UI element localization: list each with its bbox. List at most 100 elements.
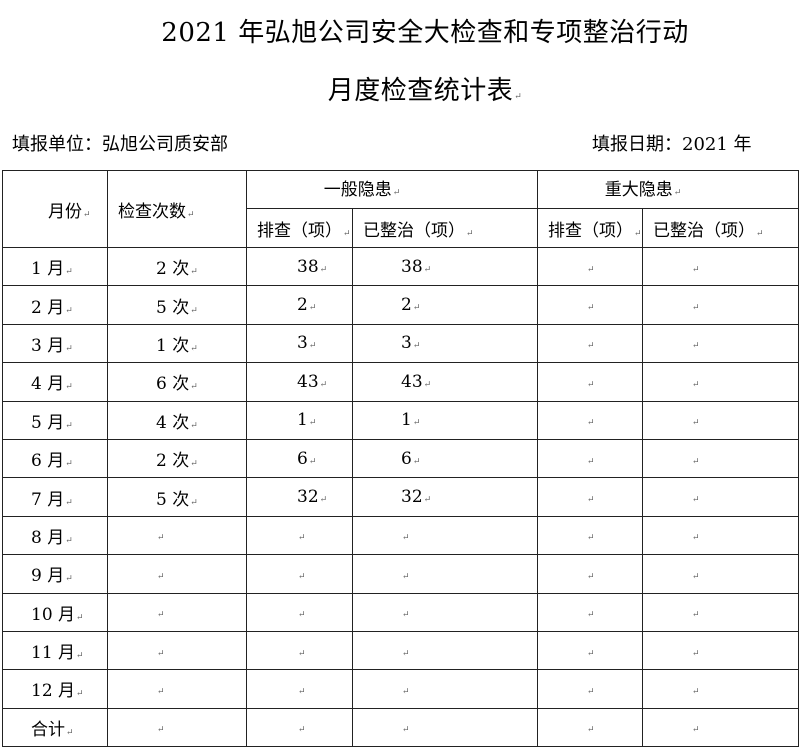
major-fixed-cell bbox=[642, 246, 799, 287]
major-checked-cell bbox=[537, 246, 643, 287]
count-cell: 6 次 bbox=[107, 362, 247, 402]
month-cell: 12 月 bbox=[2, 669, 108, 709]
cell-text: 6 bbox=[401, 449, 420, 469]
cell-text: 5 次 bbox=[156, 490, 198, 510]
general-checked-cell: 3 bbox=[246, 323, 353, 364]
general-fixed-cell: 43 bbox=[352, 362, 538, 402]
cell-text: 2 次 bbox=[156, 451, 198, 471]
general-fixed-cell bbox=[352, 707, 538, 748]
count-cell: 1 次 bbox=[107, 323, 247, 364]
major-checked-cell bbox=[537, 554, 643, 594]
month-cell: 9 月 bbox=[2, 554, 108, 594]
general-fixed-cell: 38 bbox=[352, 246, 538, 287]
cell-text bbox=[691, 641, 700, 661]
cell-text bbox=[586, 295, 595, 315]
cell-text: 38 bbox=[297, 257, 327, 277]
cell-text: 3 bbox=[297, 333, 316, 353]
general-fixed-cell: 6 bbox=[352, 438, 538, 479]
table-row: 合计 bbox=[2, 707, 799, 748]
count-cell: 5 次 bbox=[107, 285, 247, 325]
general-checked-cell bbox=[246, 707, 353, 748]
count-cell: 2 次 bbox=[107, 246, 247, 287]
major-fixed-cell bbox=[642, 285, 799, 325]
cell-text bbox=[586, 717, 595, 737]
document-subtitle: 月度检查统计表 bbox=[0, 70, 800, 107]
general-fixed-cell: 32 bbox=[352, 477, 538, 517]
cell-text bbox=[691, 333, 700, 353]
table-row: 4 月 6 次 43 43 bbox=[2, 362, 799, 402]
cell-text: 2 次 bbox=[156, 259, 198, 279]
major-checked-cell bbox=[537, 630, 643, 671]
cell-text: 5 月 bbox=[31, 413, 73, 433]
cell-text bbox=[297, 525, 306, 545]
cell-text bbox=[156, 564, 165, 584]
cell-text bbox=[586, 641, 595, 661]
cell-text: 43 bbox=[297, 372, 327, 392]
cell-text bbox=[156, 679, 165, 699]
cell-text bbox=[691, 487, 700, 507]
header-month: 月份 bbox=[2, 170, 108, 248]
major-fixed-cell bbox=[642, 669, 799, 709]
cell-text: 32 bbox=[401, 487, 431, 507]
cell-text: 7 月 bbox=[31, 490, 73, 510]
count-cell bbox=[107, 630, 247, 671]
cell-text: 6 月 bbox=[31, 451, 73, 471]
cell-text bbox=[297, 641, 306, 661]
table-row: 10 月 bbox=[2, 592, 799, 632]
cell-text: 10 月 bbox=[31, 605, 84, 625]
month-cell: 4 月 bbox=[2, 362, 108, 402]
cell-text bbox=[691, 410, 700, 430]
major-checked-cell bbox=[537, 400, 643, 440]
major-checked-cell bbox=[537, 669, 643, 709]
fill-unit: 填报单位：弘旭公司质安部 bbox=[12, 134, 228, 155]
cell-text bbox=[691, 295, 700, 315]
month-cell: 合计 bbox=[2, 707, 108, 748]
cell-text bbox=[401, 641, 410, 661]
major-fixed-cell bbox=[642, 477, 799, 517]
cell-text bbox=[586, 525, 595, 545]
table-row: 5 月 4 次 1 1 bbox=[2, 400, 799, 440]
cell-text bbox=[691, 372, 700, 392]
cell-text: 3 bbox=[401, 333, 420, 353]
cell-text: 12 月 bbox=[31, 681, 84, 701]
cell-text: 1 bbox=[401, 410, 420, 430]
count-cell: 5 次 bbox=[107, 477, 247, 517]
general-fixed-cell: 1 bbox=[352, 400, 538, 440]
major-checked-cell bbox=[537, 362, 643, 402]
cell-text bbox=[401, 564, 410, 584]
cell-text bbox=[401, 717, 410, 737]
major-fixed-cell bbox=[642, 630, 799, 671]
cell-text bbox=[586, 564, 595, 584]
cell-text bbox=[691, 602, 700, 622]
cell-text: 3 月 bbox=[31, 336, 73, 356]
major-checked-cell bbox=[537, 285, 643, 325]
month-cell: 3 月 bbox=[2, 323, 108, 364]
table-row: 6 月 2 次 6 6 bbox=[2, 438, 799, 479]
month-cell: 6 月 bbox=[2, 438, 108, 479]
count-cell bbox=[107, 554, 247, 594]
table-row: 7 月 5 次 32 32 bbox=[2, 477, 799, 517]
cell-text bbox=[156, 525, 165, 545]
general-checked-cell: 43 bbox=[246, 362, 353, 402]
general-fixed-cell bbox=[352, 669, 538, 709]
major-fixed-cell bbox=[642, 707, 799, 748]
month-cell: 5 月 bbox=[2, 400, 108, 440]
cell-text bbox=[586, 449, 595, 469]
cell-text bbox=[156, 641, 165, 661]
major-checked-cell bbox=[537, 515, 643, 556]
general-checked-cell bbox=[246, 515, 353, 556]
cell-text bbox=[297, 717, 306, 737]
major-checked-cell bbox=[537, 438, 643, 479]
header-count: 检查次数 bbox=[107, 170, 247, 248]
cell-text bbox=[401, 525, 410, 545]
cell-text bbox=[691, 564, 700, 584]
cell-text: 2 月 bbox=[31, 298, 73, 318]
table-row: 9 月 bbox=[2, 554, 799, 594]
major-checked-cell bbox=[537, 707, 643, 748]
cell-text: 11 月 bbox=[31, 643, 84, 663]
cell-text: 9 月 bbox=[31, 566, 73, 586]
cell-text bbox=[586, 679, 595, 699]
cell-text: 1 bbox=[297, 410, 316, 430]
major-fixed-cell bbox=[642, 554, 799, 594]
month-cell: 11 月 bbox=[2, 630, 108, 671]
